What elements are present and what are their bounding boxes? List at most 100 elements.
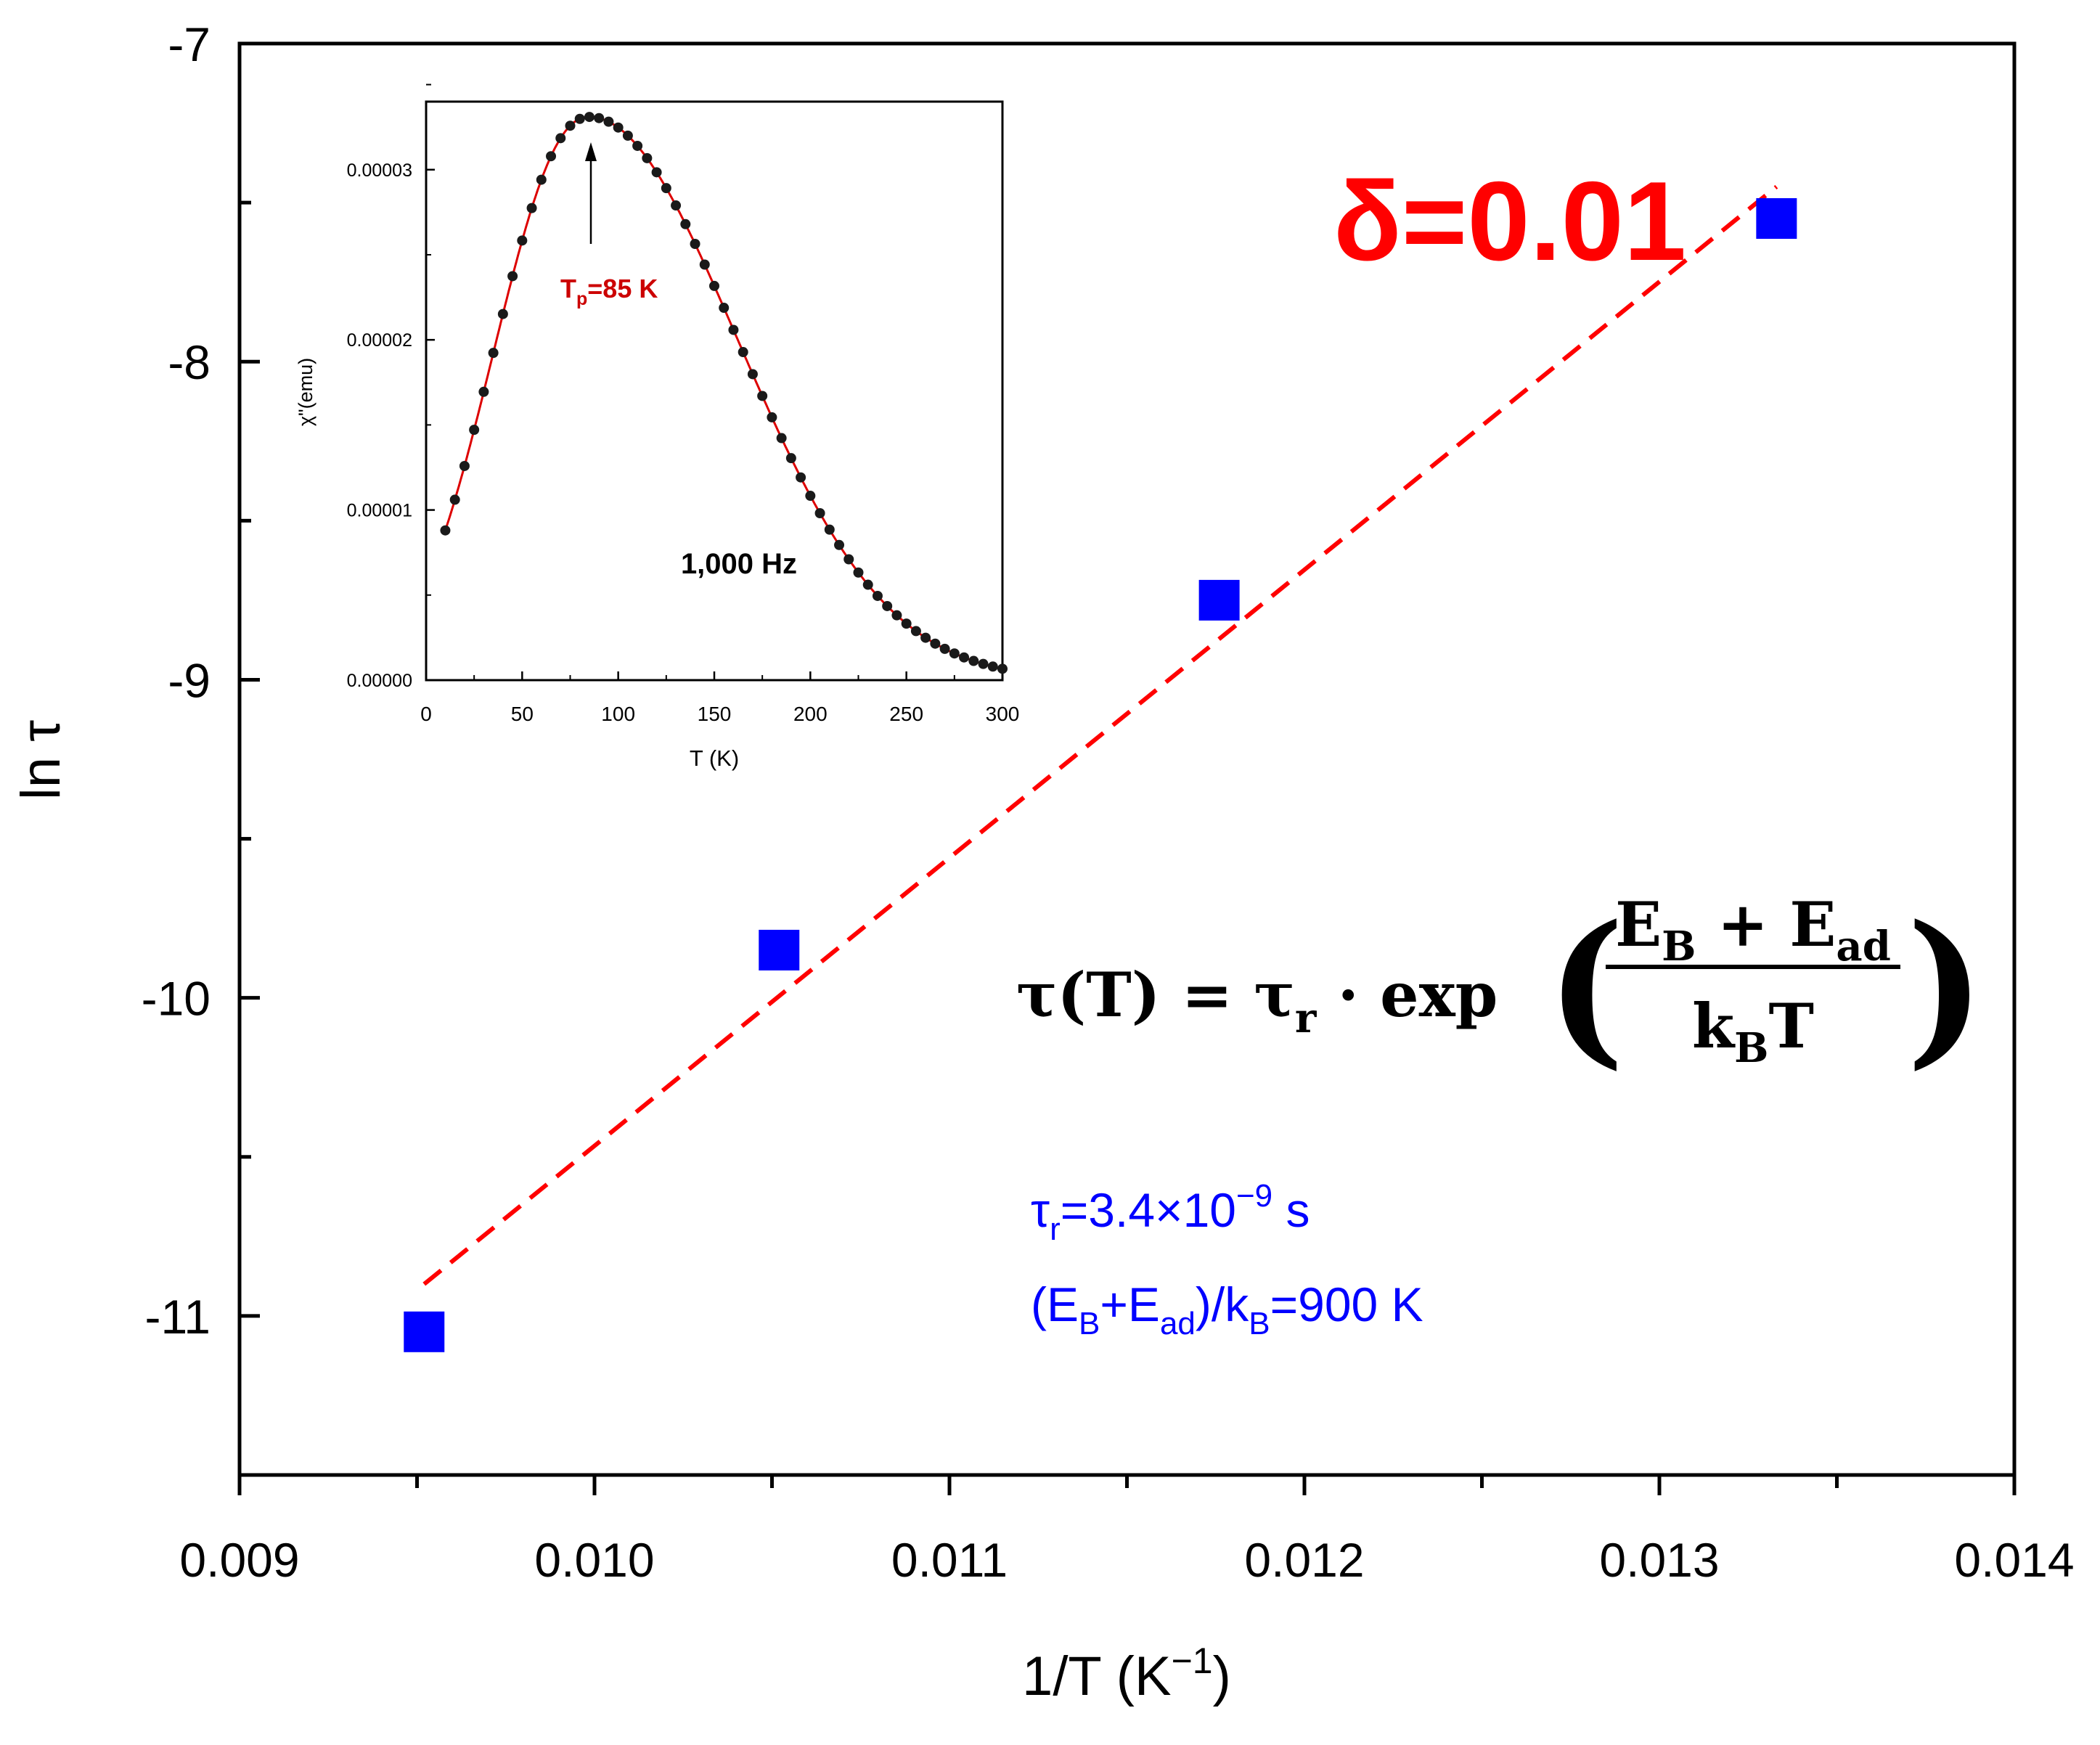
inset-x-tick-label: 150 (698, 703, 732, 725)
inset-data-point (882, 600, 893, 611)
inset-x-axis-title: T (K) (690, 745, 739, 771)
inset-data-point (478, 386, 489, 397)
inset-data-point (862, 579, 873, 590)
inset-data-point (949, 648, 960, 659)
inset-data-point (814, 508, 825, 519)
inset-data-point (920, 632, 931, 643)
inset-data-point (719, 303, 730, 314)
x-tick-label: 0.010 (534, 1533, 654, 1587)
x-tick-label: 0.014 (1954, 1533, 2074, 1587)
inset-data-point (459, 460, 470, 471)
inset-data-point (824, 524, 835, 535)
y-tick-label: -9 (168, 653, 211, 707)
inset-data-point (497, 308, 508, 319)
inset-data-point (507, 271, 518, 282)
inset-data-point (517, 235, 528, 246)
inset-chart: 0.00000 0.00001 0.00002 0.00003 0 50 100 150 20… (295, 83, 1019, 771)
param-energy: (EB+Ead)/kB=900 K (1031, 1278, 1423, 1341)
inset-data-point (939, 643, 950, 654)
frequency-label: 1,000 Hz (681, 548, 797, 580)
x-axis-title-sup: −1 (1172, 1640, 1213, 1681)
peak-arrow-head (585, 142, 597, 161)
inset-y-tick-label: 0.00003 (347, 160, 412, 181)
inset-data-point (622, 130, 633, 141)
inset-data-point (651, 167, 662, 178)
inset-x-tick-label: 300 (986, 703, 1020, 725)
svg-text:): ) (1906, 889, 1985, 1085)
inset-data-point (930, 638, 941, 649)
svg-text:EB + Ead: EB + Ead (1615, 888, 1891, 970)
inset-data-point (661, 183, 671, 194)
inset-y-tick-label: 0.00000 (347, 671, 412, 691)
y-tick-label: -10 (142, 972, 211, 1026)
inset-data-point (671, 200, 682, 211)
inset-data-point (872, 590, 883, 601)
inset-data-point (891, 610, 902, 621)
inset-data-point (642, 152, 653, 163)
peak-label: Tp=85 K (560, 274, 658, 309)
inset-x-axis: 0 50 100 150 200 250 300 (420, 671, 1019, 725)
inset-data-point (613, 122, 624, 133)
inset-y-tick-label: 0.00002 (347, 330, 412, 351)
inset-data-points (440, 112, 1008, 674)
inset-data-point (805, 491, 816, 502)
y-tick-label: -11 (145, 1290, 211, 1344)
inset-plot-frame (425, 100, 1004, 682)
main-x-axis: 0.009 0.010 0.011 0.012 0.013 0.014 (179, 1475, 2075, 1587)
inset-data-point (843, 554, 854, 565)
inset-x-tick-label: 100 (601, 703, 635, 725)
inset-data-point (959, 652, 970, 663)
x-tick-label: 0.009 (179, 1533, 299, 1587)
x-tick-label: 0.012 (1244, 1533, 1364, 1587)
inset-data-point (565, 120, 576, 131)
svg-text:kBT: kBT (1692, 990, 1814, 1072)
inset-data-point (680, 218, 691, 229)
main-y-axis: -7 -8 -9 -10 -11 (142, 17, 260, 1477)
inset-data-point (767, 412, 777, 422)
data-point (1198, 579, 1240, 621)
fit-line (422, 184, 1778, 1286)
inset-data-point (488, 348, 499, 359)
inset-data-point (834, 539, 845, 550)
inset-data-point (978, 658, 989, 669)
inset-data-point (853, 567, 864, 578)
inset-data-point (747, 369, 758, 380)
inset-data-point (699, 259, 710, 270)
inset-data-point (709, 280, 719, 291)
inset-data-point (901, 618, 912, 629)
inset-x-tick-label: 0 (420, 703, 432, 725)
main-data-points (404, 198, 1797, 1352)
inset-data-point (536, 174, 547, 185)
inset-data-point (910, 626, 921, 637)
inset-data-point (997, 663, 1008, 674)
x-tick-label: 0.013 (1599, 1533, 1719, 1587)
data-point (759, 929, 800, 970)
inset-x-tick-label: 50 (511, 703, 534, 725)
inset-y-axis: 0.00000 0.00001 0.00002 0.00003 (347, 83, 435, 691)
inset-data-point (584, 112, 595, 123)
inset-data-point (594, 113, 605, 123)
inset-data-point (796, 472, 806, 483)
inset-data-point (546, 151, 557, 162)
data-point (404, 1311, 445, 1352)
inset-data-point (987, 661, 998, 672)
y-axis-title: ln τ (10, 720, 72, 800)
inset-data-point (526, 203, 537, 213)
param-tau-r: τr=3.4×10−9 s (1031, 1178, 1310, 1247)
inset-data-point (728, 324, 739, 335)
inset-data-point (440, 525, 451, 536)
svg-text:τ(T) = τr · exp: τ(T) = τr · exp (1016, 959, 1498, 1042)
inset-data-point (757, 391, 768, 401)
svg-text:(: ( (1546, 889, 1625, 1085)
y-tick-label: -8 (168, 335, 211, 389)
arrhenius-formula: τ(T) = τr · exp ( EB + Ead kBT ) (1016, 888, 1985, 1085)
inset-x-tick-label: 200 (793, 703, 828, 725)
inset-data-point (574, 113, 585, 124)
inset-data-point (968, 655, 979, 666)
x-axis-title: 1/T (K−1) (1022, 1640, 1231, 1707)
inset-data-point (555, 133, 566, 144)
x-tick-label: 0.011 (891, 1533, 1008, 1587)
inset-data-point (690, 239, 700, 250)
inset-data-point (738, 347, 748, 358)
